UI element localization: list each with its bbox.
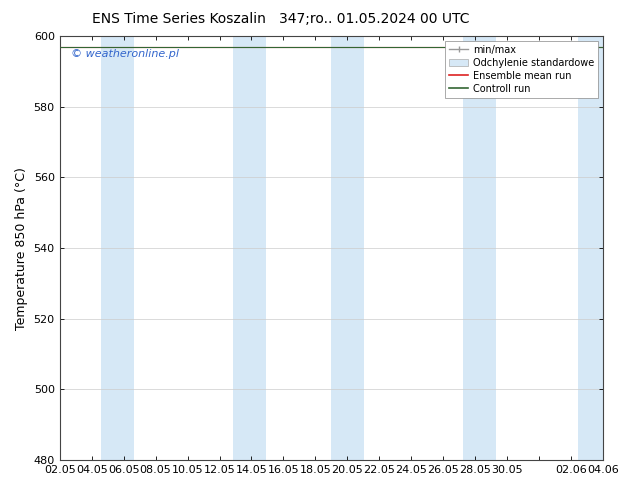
Bar <box>463 36 496 460</box>
Bar <box>578 36 611 460</box>
Bar <box>332 36 365 460</box>
Text: ENS Time Series Koszalin: ENS Time Series Koszalin <box>93 12 266 26</box>
Text: © weatheronline.pl: © weatheronline.pl <box>70 49 179 59</box>
Y-axis label: Temperature 850 hPa (°C): Temperature 850 hPa (°C) <box>15 167 28 330</box>
Bar <box>101 36 134 460</box>
Text: 347;ro.. 01.05.2024 00 UTC: 347;ro.. 01.05.2024 00 UTC <box>279 12 469 26</box>
Bar <box>233 36 266 460</box>
Legend: min/max, Odchylenie standardowe, Ensemble mean run, Controll run: min/max, Odchylenie standardowe, Ensembl… <box>445 41 598 98</box>
